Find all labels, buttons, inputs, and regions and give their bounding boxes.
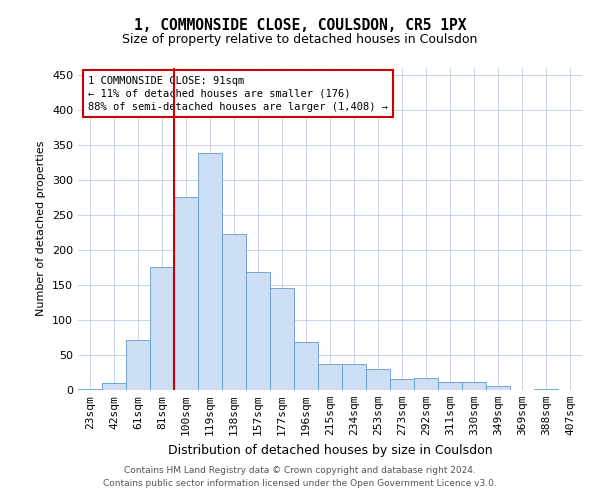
Bar (462, 382, 486, 390)
Bar (78, 388, 102, 390)
Bar (318, 364, 342, 390)
Bar (486, 386, 510, 390)
Bar (366, 369, 390, 390)
X-axis label: Distribution of detached houses by size in Coulsdon: Distribution of detached houses by size … (167, 444, 493, 456)
Bar (222, 234, 246, 390)
Bar (390, 380, 414, 390)
Text: Size of property relative to detached houses in Coulsdon: Size of property relative to detached ho… (122, 32, 478, 46)
Bar (198, 153, 222, 390)
Text: 1 COMMONSIDE CLOSE: 91sqm
← 11% of detached houses are smaller (176)
88% of semi: 1 COMMONSIDE CLOSE: 91sqm ← 11% of detac… (88, 76, 388, 112)
Bar (174, 197, 198, 390)
Bar (414, 378, 438, 390)
Bar (342, 364, 366, 390)
Bar (150, 268, 174, 390)
Bar (294, 342, 318, 390)
Bar (270, 288, 294, 390)
Bar (102, 383, 126, 390)
Bar (126, 340, 150, 390)
Y-axis label: Number of detached properties: Number of detached properties (37, 141, 46, 316)
Text: Contains HM Land Registry data © Crown copyright and database right 2024.
Contai: Contains HM Land Registry data © Crown c… (103, 466, 497, 487)
Text: 1, COMMONSIDE CLOSE, COULSDON, CR5 1PX: 1, COMMONSIDE CLOSE, COULSDON, CR5 1PX (134, 18, 466, 32)
Bar (246, 272, 270, 390)
Bar (438, 382, 462, 390)
